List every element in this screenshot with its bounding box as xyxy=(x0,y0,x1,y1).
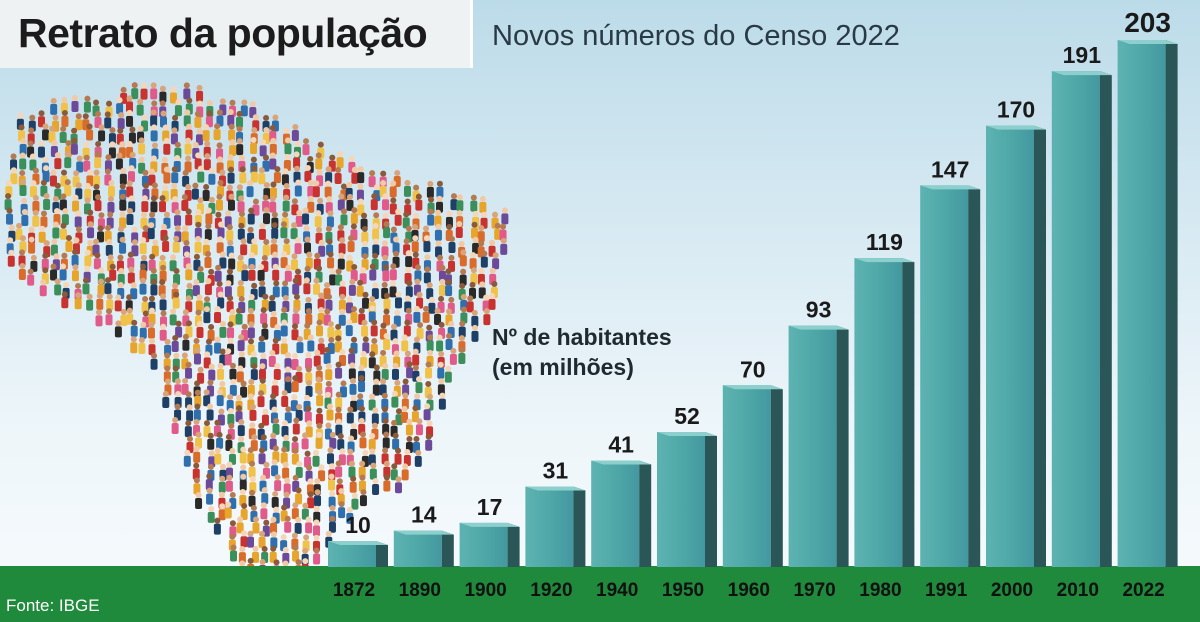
value-label-1960: 70 xyxy=(740,356,766,382)
bar-side xyxy=(968,185,981,567)
bar-top xyxy=(393,530,454,535)
unit-label-line1: Nº de habitantes xyxy=(492,324,672,350)
bar-front xyxy=(459,522,508,567)
bar-side xyxy=(507,522,520,567)
value-label-1991: 147 xyxy=(931,156,969,182)
bar-front xyxy=(788,325,837,567)
bar-front xyxy=(920,185,969,567)
tick-label-1872: 1872 xyxy=(333,580,375,601)
value-label-1980: 119 xyxy=(866,229,903,255)
bar-front xyxy=(393,530,442,567)
bar-side xyxy=(639,460,652,567)
tick-label-1960: 1960 xyxy=(728,580,770,601)
source-label: Fonte: IBGE xyxy=(6,596,100,615)
bar-front xyxy=(657,432,705,567)
value-label-1920: 31 xyxy=(543,458,569,484)
bar-top xyxy=(986,125,1046,130)
bar-top xyxy=(459,522,520,527)
bar-top xyxy=(1051,71,1112,76)
bar-front xyxy=(854,258,903,567)
value-label-1940: 41 xyxy=(608,432,634,458)
footer-bar xyxy=(0,566,1200,622)
tick-label-2022: 2022 xyxy=(1122,580,1164,601)
bar-top xyxy=(722,385,783,390)
title-block: Retrato da população xyxy=(0,0,470,68)
tick-label-1950: 1950 xyxy=(662,580,704,601)
bar-1950 xyxy=(657,432,717,567)
tick-label-1890: 1890 xyxy=(399,580,441,601)
value-label-1950: 52 xyxy=(674,403,700,429)
unit-label: Nº de habitantes (em milhões) xyxy=(492,322,672,382)
tick-label-1900: 1900 xyxy=(464,580,506,601)
bar-side xyxy=(441,530,454,567)
bar-top xyxy=(854,258,915,263)
bar-side xyxy=(836,325,849,567)
bar-side xyxy=(376,541,388,567)
value-label-2000: 170 xyxy=(997,97,1035,123)
bar-1920 xyxy=(525,486,586,567)
bar-1940 xyxy=(591,460,652,567)
tick-label-1920: 1920 xyxy=(530,580,572,601)
bar-1960 xyxy=(722,385,783,567)
bar-side xyxy=(573,486,586,567)
bar-side xyxy=(770,385,783,567)
bar-1980 xyxy=(854,258,915,567)
bar-side xyxy=(902,258,915,567)
bar-top xyxy=(525,486,586,491)
header-divider xyxy=(470,0,473,68)
tick-label-1991: 1991 xyxy=(925,580,968,601)
bar-front xyxy=(1051,71,1100,567)
bar-2000 xyxy=(986,125,1046,567)
bar-side xyxy=(1099,71,1112,567)
bar-front xyxy=(525,486,574,567)
tick-label-1980: 1980 xyxy=(859,580,901,601)
bar-1890 xyxy=(393,530,454,567)
tick-label-1970: 1970 xyxy=(793,580,835,601)
chart-title: Retrato da população xyxy=(18,10,428,56)
bar-front xyxy=(591,460,640,567)
tick-label-1940: 1940 xyxy=(596,580,638,601)
bar-top xyxy=(1117,40,1178,44)
unit-label-line2: (em milhões) xyxy=(492,354,634,380)
bar-1900 xyxy=(459,522,520,567)
bar-front xyxy=(722,385,771,567)
bar-2022 xyxy=(1117,40,1178,567)
value-label-2010: 191 xyxy=(1063,42,1102,68)
value-label-1890: 14 xyxy=(411,502,437,528)
bar-top xyxy=(788,325,849,330)
value-label-1872: 10 xyxy=(345,512,371,538)
bar-side xyxy=(1034,125,1046,567)
bar-front xyxy=(986,125,1034,567)
bar-front xyxy=(1117,40,1166,567)
bar-top xyxy=(657,432,717,437)
bar-top xyxy=(920,185,981,190)
bar-side xyxy=(1165,40,1178,567)
bar-front xyxy=(328,541,376,567)
bar-side xyxy=(705,432,717,567)
chart-subtitle: Novos números do Censo 2022 xyxy=(492,20,900,52)
bar-1991 xyxy=(920,185,981,567)
bar-top xyxy=(591,460,652,465)
value-label-1900: 17 xyxy=(477,494,503,520)
value-label-1970: 93 xyxy=(806,297,832,323)
bar-1970 xyxy=(788,325,849,567)
tick-label-2000: 2000 xyxy=(991,580,1033,601)
tick-label-2010: 2010 xyxy=(1057,580,1099,601)
bar-top xyxy=(328,541,388,546)
bar-1872 xyxy=(328,541,388,567)
value-label-2022: 203 xyxy=(1124,7,1171,38)
bar-2010 xyxy=(1051,71,1112,567)
